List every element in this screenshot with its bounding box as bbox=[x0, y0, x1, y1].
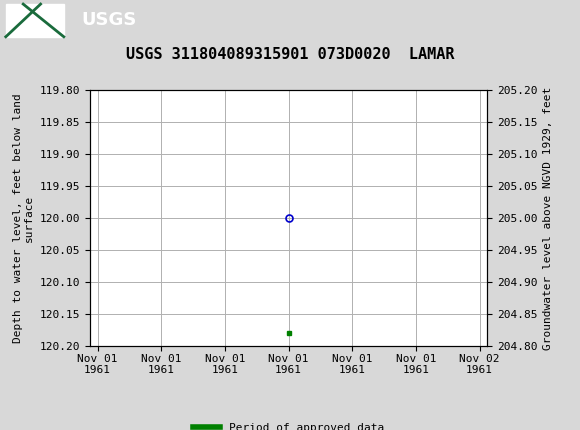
Y-axis label: Groundwater level above NGVD 1929, feet: Groundwater level above NGVD 1929, feet bbox=[543, 86, 553, 350]
FancyBboxPatch shape bbox=[6, 4, 64, 37]
Legend: Period of approved data: Period of approved data bbox=[188, 419, 389, 430]
Text: USGS: USGS bbox=[81, 12, 136, 29]
Y-axis label: Depth to water level, feet below land
surface: Depth to water level, feet below land su… bbox=[13, 93, 34, 343]
Text: USGS 311804089315901 073D0020  LAMAR: USGS 311804089315901 073D0020 LAMAR bbox=[126, 47, 454, 62]
